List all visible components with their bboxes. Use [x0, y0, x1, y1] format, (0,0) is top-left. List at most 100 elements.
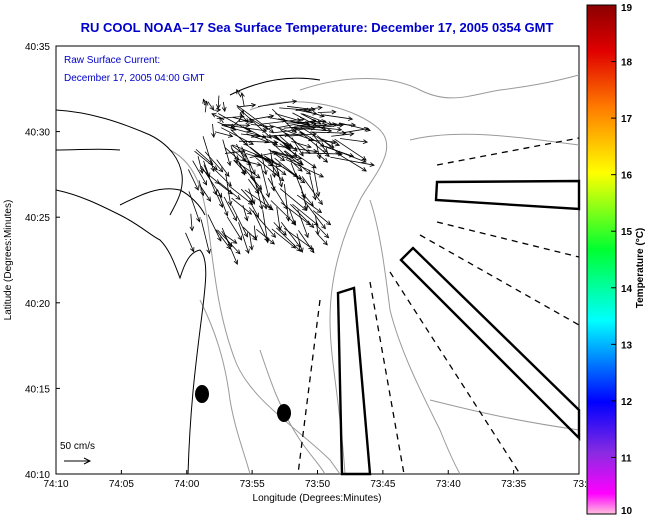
current-vector [330, 156, 375, 167]
current-vector [300, 132, 330, 158]
current-vector [330, 122, 357, 128]
current-vector [218, 182, 241, 200]
x-axis-ticks: 74:10 74:05 74:00 73:55 73:50 73:45 73:40 73:35… [43, 470, 593, 490]
colorbar-label: Temperature (°C) [635, 228, 646, 309]
current-vector [194, 150, 218, 171]
current-vector [221, 230, 233, 248]
current-vector [240, 92, 245, 107]
current-vector [192, 160, 208, 186]
current-vector [301, 176, 323, 206]
current-vectors [185, 88, 375, 265]
current-vector [244, 189, 274, 211]
current-vector [224, 149, 246, 154]
current-vector [231, 197, 253, 215]
current-vector [217, 189, 229, 217]
colorbar-tick-label: 15 [621, 227, 633, 238]
colorbar-tick-label: 13 [621, 340, 633, 351]
current-vector [185, 232, 195, 253]
current-vector [270, 174, 276, 192]
current-vector [279, 143, 317, 169]
current-vector [317, 109, 337, 115]
current-vector [232, 116, 254, 124]
current-vector [282, 166, 306, 184]
current-vector [259, 186, 268, 210]
colorbar-tick-label: 12 [621, 397, 633, 408]
current-vector [217, 113, 252, 133]
current-vector [292, 203, 319, 226]
current-vector [270, 200, 297, 226]
current-vector [291, 137, 304, 157]
current-vector [296, 194, 323, 214]
current-vector [202, 98, 207, 106]
current-vector [280, 202, 311, 226]
current-vector [198, 180, 205, 197]
current-vector [203, 160, 211, 178]
current-vector [284, 184, 291, 222]
current-vector [224, 234, 238, 244]
current-vector [187, 169, 199, 191]
plot-frame [55, 45, 580, 475]
y-tick-label: 40:20 [25, 299, 50, 310]
colorbar-tick-label: 17 [621, 114, 633, 125]
x-tick-label: 73:35 [501, 479, 526, 490]
current-vector [242, 141, 273, 167]
current-vector [203, 164, 218, 196]
current-vector [238, 161, 246, 176]
current-vector [246, 133, 270, 144]
current-vector [312, 165, 321, 198]
current-vector [222, 139, 232, 167]
current-vector [255, 157, 285, 182]
current-vector [257, 99, 298, 107]
current-vector [204, 151, 224, 173]
current-vector [320, 138, 341, 147]
x-tick-label: 74:00 [174, 479, 199, 490]
y-axis-label: Latitude (Degrees:Minutes) [3, 200, 14, 321]
current-vector [216, 159, 230, 177]
current-vector [240, 188, 255, 203]
x-tick-label: 73:55 [240, 479, 265, 490]
current-vector [226, 216, 243, 241]
chart-title: RU COOL NOAA–17 Sea Surface Temperature:… [81, 20, 554, 35]
current-vector [271, 228, 297, 249]
current-vector [197, 156, 204, 175]
current-vector [218, 182, 233, 195]
current-vector [296, 124, 343, 132]
current-vector [310, 130, 347, 136]
subtitle-line-1: Raw Surface Current: [64, 55, 160, 66]
current-vector [248, 200, 259, 218]
current-vector [297, 209, 309, 239]
x-tick-label: 73:50 [305, 479, 330, 490]
current-vector [216, 95, 221, 110]
x-tick-label: 73:45 [370, 479, 395, 490]
mooring-marker [195, 385, 209, 403]
bathymetry-contours [169, 74, 580, 475]
current-vector [280, 221, 301, 248]
current-vector [214, 107, 222, 113]
current-vector [241, 146, 256, 175]
current-vector [230, 119, 241, 129]
current-vector [270, 141, 303, 172]
current-vector [236, 88, 241, 97]
y-tick-label: 40:10 [25, 470, 50, 481]
current-vector [253, 176, 264, 211]
colorbar-tick-label: 11 [621, 453, 632, 464]
current-vector [313, 210, 332, 226]
current-vector [312, 134, 328, 154]
current-vector [223, 196, 237, 222]
current-vector [334, 138, 367, 161]
current-vector [316, 152, 329, 163]
colorbar-tick-label: 19 [621, 3, 633, 14]
current-vector [262, 210, 270, 244]
current-vector [219, 116, 224, 124]
scale-arrow [64, 457, 92, 465]
x-axis-label: Longitude (Degrees:Minutes) [253, 493, 382, 504]
current-vector [253, 225, 258, 241]
current-vector [325, 145, 367, 163]
transect-dashed-lines [297, 137, 580, 475]
current-vector [316, 233, 328, 246]
survey-boxes [336, 179, 581, 476]
current-vector [279, 136, 298, 152]
x-tick-label: 74:10 [43, 479, 68, 490]
y-axis-ticks: 40:35 40:30 40:25 40:20 40:15 40:10 [25, 42, 60, 481]
current-vector [189, 213, 195, 232]
